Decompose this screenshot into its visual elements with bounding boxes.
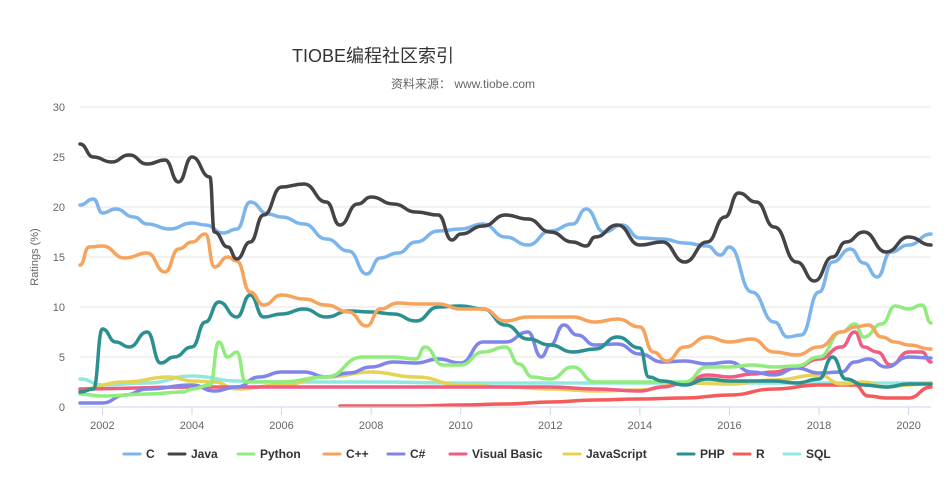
legend-item-javascript[interactable]: JavaScript [562,447,647,461]
grid-lines [80,106,931,358]
x-tick-label: 2002 [90,420,114,432]
x-axis-ticks: 2002 2004 2006 2008 2010 2012 2014 2016 2018 2020 [90,407,921,432]
legend-label: C# [410,447,426,461]
y-tick-label: 15 [53,252,65,264]
legend-label: R [756,447,765,461]
x-tick-label: 2012 [538,420,562,432]
y-tick-label: 10 [53,302,65,314]
chart-subtitle: 资料来源： www.tiobe.com [391,77,535,91]
legend-item-java[interactable]: Java [167,447,218,461]
series-line-c[interactable] [78,197,933,339]
chart-title: TIOBE编程社区索引 [292,46,454,66]
legend-label: C [146,447,155,461]
legend-item-r[interactable]: R [732,447,765,461]
x-tick-label: 2006 [269,420,293,432]
legend-label: Java [191,447,218,461]
y-tick-label: 25 [53,152,65,164]
x-tick-label: 2014 [628,420,652,432]
series-lines [78,142,933,408]
legend-item-visual-basic[interactable]: Visual Basic [448,447,543,461]
legend-label: C++ [346,447,369,461]
legend-label: Visual Basic [472,447,543,461]
legend-item-python[interactable]: Python [236,447,301,461]
series-line-c-[interactable] [78,323,933,405]
legend-item-sql[interactable]: SQL [782,447,831,461]
x-tick-label: 2020 [896,420,920,432]
series-line-visual-basic[interactable] [78,330,933,393]
x-tick-label: 2010 [448,420,472,432]
y-tick-label: 20 [53,202,65,214]
x-tick-label: 2004 [180,420,204,432]
y-axis-label: Ratings (%) [29,228,41,285]
x-tick-label: 2008 [359,420,383,432]
x-tick-label: 2016 [717,420,741,432]
y-tick-label: 30 [53,102,65,114]
y-axis-ticks: 0 5 10 15 20 25 30 [53,102,65,414]
y-tick-label: 5 [59,352,65,364]
y-tick-label: 0 [59,402,65,414]
x-tick-label: 2018 [807,420,831,432]
series-line-c-[interactable] [78,232,933,363]
legend-item-php[interactable]: PHP [676,447,725,461]
legend-label: SQL [806,447,831,461]
legend-label: JavaScript [586,447,647,461]
legend: C Java Python C++ C# Visual Basic JavaScript PH… [122,447,831,461]
legend-label: Python [260,447,301,461]
legend-label: PHP [700,447,725,461]
legend-item-c-[interactable]: C++ [322,447,369,461]
legend-item-c[interactable]: C [122,447,155,461]
series-line-php[interactable] [78,293,933,394]
series-line-r[interactable] [338,383,933,408]
legend-item-c-[interactable]: C# [386,447,426,461]
series-line-java[interactable] [78,142,933,283]
